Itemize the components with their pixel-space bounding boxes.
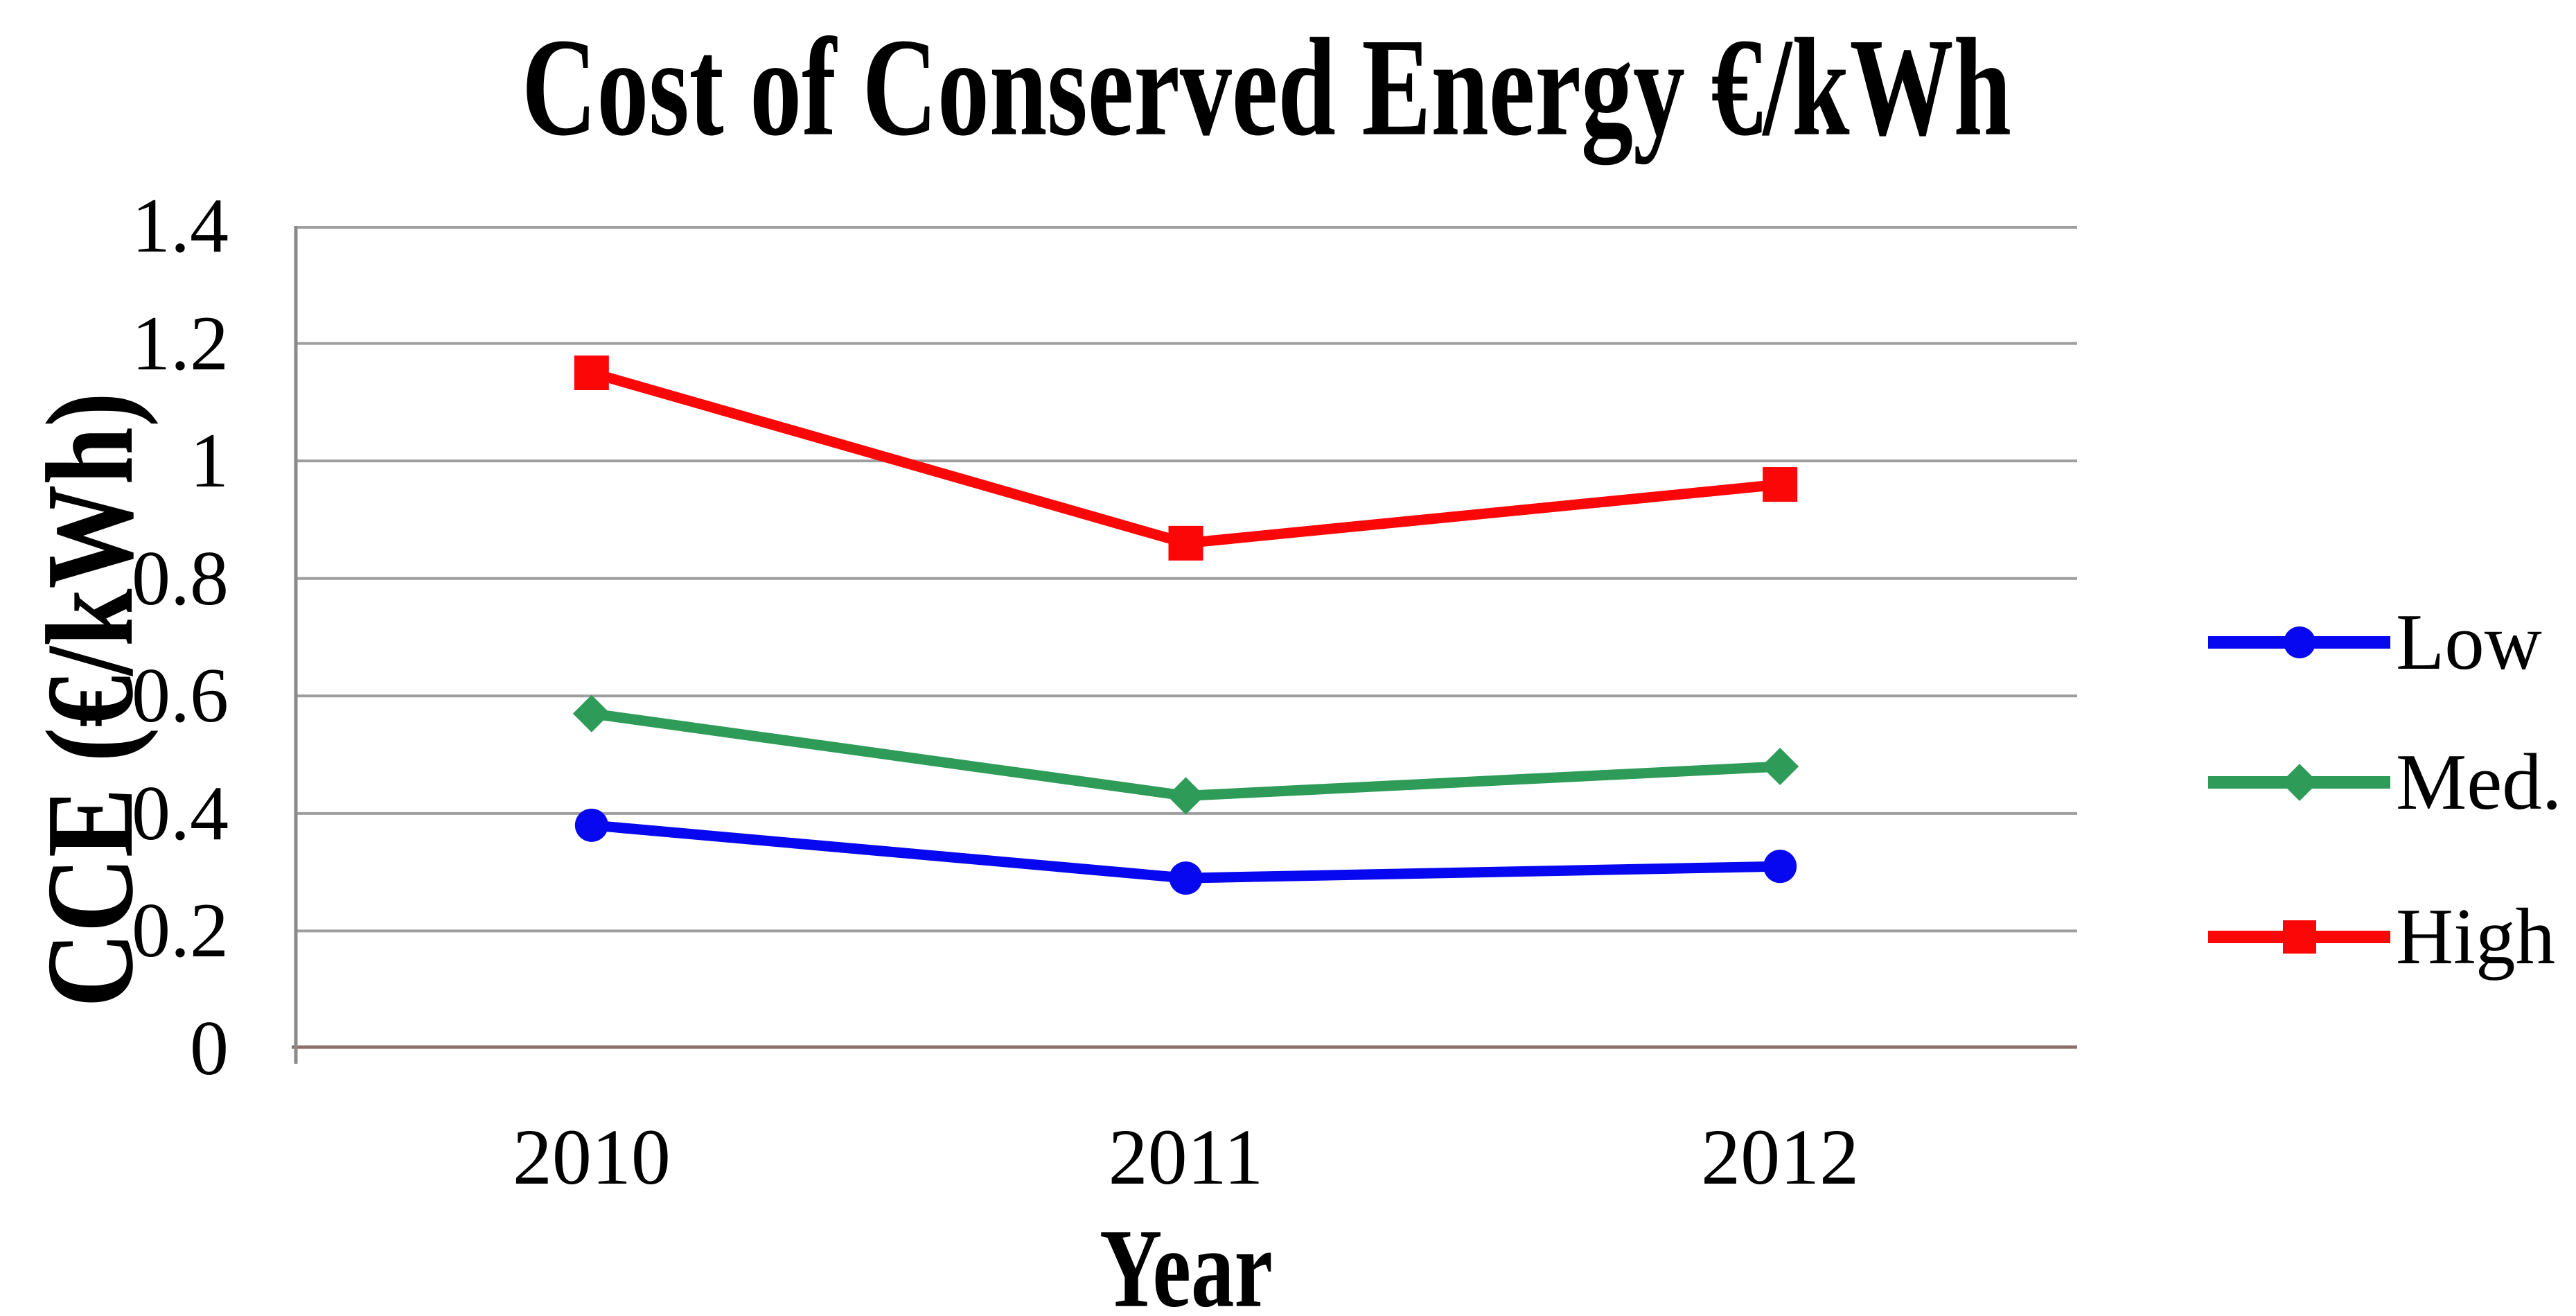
- square-marker-icon: [2282, 920, 2316, 954]
- legend-swatch-med: [2208, 741, 2390, 824]
- circle-marker-icon: [574, 808, 608, 842]
- circle-marker-icon: [1169, 861, 1203, 895]
- legend-item-low: Low: [2208, 598, 2542, 686]
- y-tick-label: 1: [190, 418, 229, 505]
- y-tick-label: 0: [190, 1006, 229, 1091]
- y-tick-label: 0.8: [132, 535, 229, 622]
- circle-marker-icon: [2283, 626, 2315, 658]
- legend-swatch-high: [2208, 895, 2390, 979]
- legend-swatch-low: [2208, 601, 2390, 684]
- plot-area: [292, 226, 2077, 1064]
- y-tick-label: 1.2: [132, 300, 229, 387]
- diamond-marker-icon: [1761, 748, 1799, 786]
- x-tick-label: 2012: [1701, 1113, 1860, 1201]
- chart-title: Cost of Conserved Energy €/kWh: [521, 10, 2012, 166]
- square-marker-icon: [1168, 525, 1203, 561]
- square-marker-icon: [1763, 467, 1798, 502]
- diamond-marker-icon: [1167, 777, 1205, 815]
- y-tick-label: 1.4: [132, 183, 229, 269]
- legend-item-high: High: [2208, 893, 2555, 981]
- legend-label-high: High: [2396, 893, 2555, 981]
- circle-marker-icon: [1763, 850, 1797, 884]
- x-tick-label: 2010: [512, 1113, 671, 1201]
- legend-item-med: Med.: [2208, 738, 2562, 826]
- square-marker-icon: [574, 355, 609, 390]
- y-tick-label: 0.4: [132, 770, 229, 857]
- legend-label-low: Low: [2396, 598, 2542, 686]
- y-tick-label: 0.6: [132, 653, 229, 739]
- series-line-high: [586, 367, 1785, 549]
- x-axis-title: Year: [1100, 1207, 1273, 1316]
- diamond-marker-icon: [572, 694, 610, 732]
- diamond-marker-icon: [2280, 764, 2318, 801]
- x-tick-label: 2011: [1108, 1113, 1264, 1201]
- y-tick-label: 0.2: [132, 888, 229, 974]
- legend-label-med: Med.: [2396, 738, 2562, 826]
